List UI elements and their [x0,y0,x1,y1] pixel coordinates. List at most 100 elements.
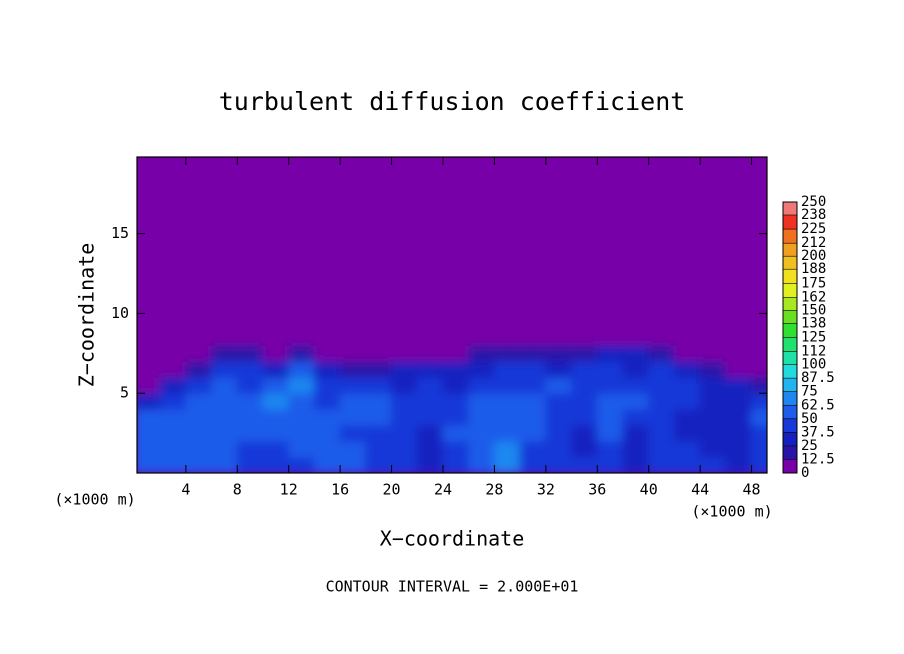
field-cell [751,440,767,458]
field-cell [262,360,290,378]
colorbar-label: 212 [801,235,826,251]
x-tick-label: 28 [485,481,503,499]
field-cell [211,408,238,426]
colorbar-swatch [783,310,797,324]
field-cell [468,392,495,410]
field-cell [545,344,573,362]
colorbar-swatch [783,378,797,392]
field-cell [185,408,213,426]
field-cell [288,424,315,442]
field-cell [442,376,470,394]
field-cell [519,376,547,394]
field-cell [159,344,187,362]
field-cell [365,360,393,378]
field-cell [391,392,418,410]
field-cell [365,440,393,458]
field-cell [622,328,650,346]
colorbar-label: 75 [801,384,818,400]
field-cell [596,440,624,458]
field-cell [622,408,650,426]
field-cell [673,392,701,410]
field-cell [262,456,290,473]
field-cell [648,376,675,394]
field-cell [699,344,727,362]
x-tick-label: 32 [537,481,555,499]
field-cell [545,424,573,442]
field-cell [725,328,753,346]
field-cell [519,408,547,426]
field-cell [159,408,187,426]
colorbar-label: 138 [801,315,826,331]
field-cell [236,392,264,410]
field-cell [673,360,701,378]
plot-frame [136,156,768,474]
field-cell [699,376,727,394]
y-axis-label: Z−coordinate [75,243,99,388]
field-cell [725,456,753,473]
field-cell [725,344,753,362]
colorbar-swatch [783,351,797,365]
field-cell [571,344,598,362]
field-cell [545,456,573,473]
field-cell [751,328,767,346]
field-cell [571,424,598,442]
field-cell [468,440,495,458]
field-cell [391,344,418,362]
field-cell [493,440,521,458]
field-cell [468,424,495,442]
field-cell [442,408,470,426]
field-cell [442,392,470,410]
field-cell [468,344,495,362]
field-cell [159,376,187,394]
field-cell [339,376,367,394]
field-cell [416,328,444,346]
field-cell [493,328,521,346]
field-cell [288,360,315,378]
field-cell [185,376,213,394]
field-cell [699,440,727,458]
field-cell [725,424,753,442]
colorbar-swatch [783,405,797,419]
field-cell [519,328,547,346]
field-cell [571,376,598,394]
field-cell [236,360,264,378]
field-cell [519,360,547,378]
field-cell [159,360,187,378]
field-cell [519,456,547,473]
colorbar-label: 50 [801,411,818,427]
field-cell [648,328,675,346]
field-cell [391,360,418,378]
field-cell [313,456,341,473]
colorbar-swatch [783,269,797,284]
colorbar-label: 0 [801,465,809,481]
field-cell [442,328,470,346]
colorbar-label: 225 [801,221,826,237]
field-cell [468,456,495,473]
field-cell [236,376,264,394]
field-cell [571,456,598,473]
field-cell [416,408,444,426]
field-cells [137,328,767,473]
field-cell [211,456,238,473]
field-cell [159,456,187,473]
field-cell [673,344,701,362]
field-cell [236,408,264,426]
field-cell [137,424,161,442]
field-cell [313,392,341,410]
colorbar-swatch [783,432,797,446]
field-cell [519,424,547,442]
field-cell [391,424,418,442]
field-cell [391,440,418,458]
field-cell [648,392,675,410]
field-cell [442,360,470,378]
field-cell [211,344,238,362]
footnote: CONTOUR INTERVAL = 2.000E+01 [326,578,579,596]
field-cell [339,344,367,362]
field-cell [339,456,367,473]
field-cell [416,440,444,458]
colorbar-swatch [783,256,797,270]
colorbar-swatch [783,337,797,352]
field-cell [571,392,598,410]
field-cell [493,408,521,426]
field-cell [493,344,521,362]
